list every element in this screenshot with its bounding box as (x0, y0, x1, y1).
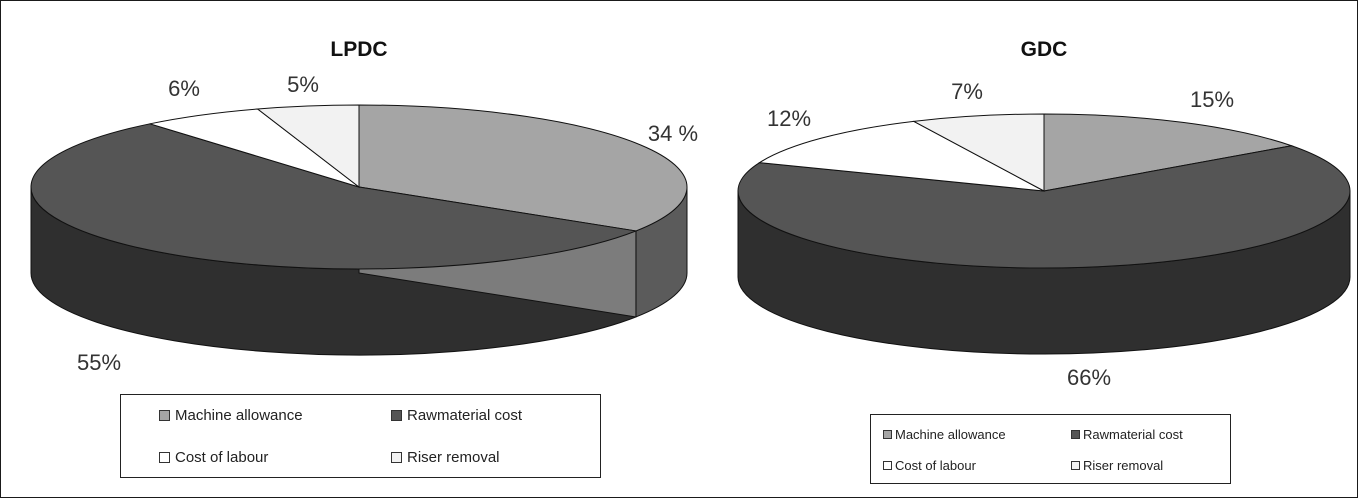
gdc-data-label-machine-allowance: 15% (1190, 87, 1234, 112)
gdc-pie: GDC 15% 66% 12% 7% (737, 38, 1351, 390)
gdc-data-label-riser-removal: 7% (951, 79, 983, 104)
gdc-slice-machine-allowance (1043, 113, 1294, 192)
legend-item-rawmaterial-cost: Rawmaterial cost (391, 407, 522, 424)
lpdc-data-label-rawmaterial-cost: 55% (77, 350, 121, 375)
gdc-legend: Machine allowance Rawmaterial cost Cost … (870, 414, 1231, 484)
lpdc-data-label-riser-removal: 5% (287, 72, 319, 97)
legend-swatch-riser-removal (1071, 461, 1080, 470)
legend-label-cost-of-labour: Cost of labour (175, 449, 269, 466)
legend-item-machine-allowance: Machine allowance (159, 407, 303, 424)
legend-swatch-machine-allowance (159, 410, 170, 421)
legend-swatch-riser-removal (391, 452, 402, 463)
legend-swatch-rawmaterial-cost (391, 410, 402, 421)
legend-label-rawmaterial-cost: Rawmaterial cost (1083, 427, 1183, 442)
legend-item-cost-of-labour: Cost of labour (883, 458, 976, 473)
gdc-data-label-rawmaterial-cost: 66% (1067, 365, 1111, 390)
lpdc-chart-title: LPDC (330, 38, 387, 61)
legend-label-machine-allowance: Machine allowance (175, 407, 303, 424)
legend-label-riser-removal: Riser removal (1083, 458, 1164, 473)
legend-swatch-machine-allowance (883, 430, 892, 439)
legend-item-riser-removal: Riser removal (1071, 458, 1163, 473)
legend-item-cost-of-labour: Cost of labour (159, 449, 268, 466)
lpdc-legend: Machine allowance Rawmaterial cost Cost … (120, 394, 601, 478)
gdc-data-label-cost-of-labour: 12% (767, 106, 811, 131)
gdc-slice-rawmaterial-cost (737, 145, 1351, 269)
legend-label-cost-of-labour: Cost of labour (895, 458, 976, 473)
gdc-chart-title: GDC (1021, 38, 1068, 61)
gdc-slice-cost-of-labour (757, 120, 1045, 192)
lpdc-data-label-machine-allowance: 34 % (648, 121, 698, 146)
lpdc-slice-machine-allowance (358, 104, 688, 232)
legend-item-riser-removal: Riser removal (391, 449, 500, 466)
legend-swatch-cost-of-labour (159, 452, 170, 463)
legend-item-machine-allowance: Machine allowance (883, 427, 1006, 442)
legend-label-riser-removal: Riser removal (407, 449, 500, 466)
lpdc-slice-cost-of-labour (149, 108, 360, 188)
legend-swatch-rawmaterial-cost (1071, 430, 1080, 439)
legend-swatch-cost-of-labour (883, 461, 892, 470)
gdc-slice-riser-removal (912, 113, 1045, 192)
legend-item-rawmaterial-cost: Rawmaterial cost (1071, 427, 1183, 442)
lpdc-slice-rawmaterial-cost (30, 123, 638, 270)
legend-label-machine-allowance: Machine allowance (895, 427, 1006, 442)
lpdc-pie: LPDC 34 % 55% 6% 5% (30, 38, 698, 375)
lpdc-data-label-cost-of-labour: 6% (168, 76, 200, 101)
lpdc-slice-riser-removal (256, 104, 360, 189)
legend-label-rawmaterial-cost: Rawmaterial cost (407, 407, 523, 424)
